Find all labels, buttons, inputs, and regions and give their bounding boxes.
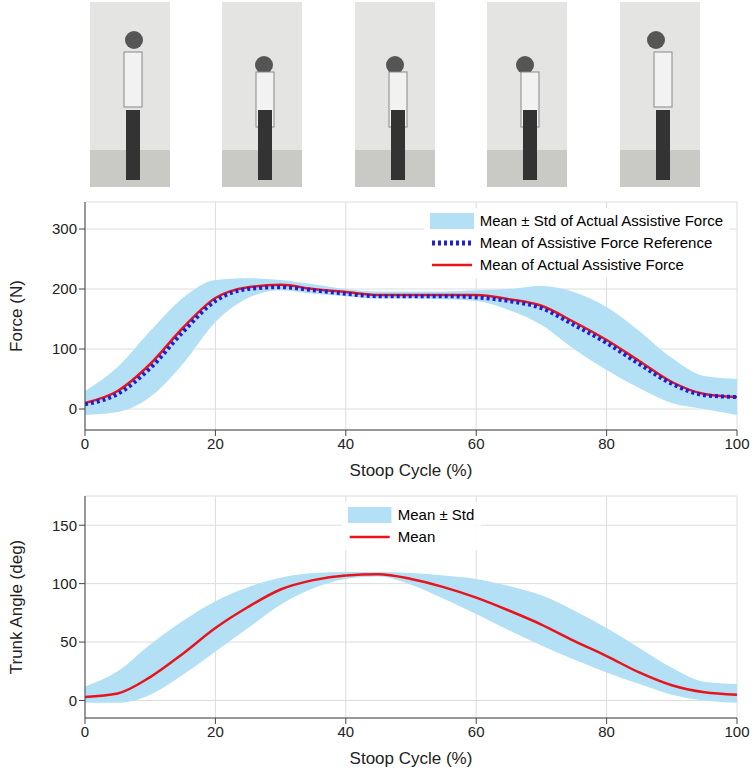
svg-text:40: 40 xyxy=(337,723,354,740)
svg-text:100: 100 xyxy=(724,723,749,740)
svg-text:150: 150 xyxy=(52,517,77,534)
svg-text:300: 300 xyxy=(52,220,77,237)
svg-text:0: 0 xyxy=(69,692,77,709)
svg-text:Force (N): Force (N) xyxy=(7,280,26,352)
svg-text:80: 80 xyxy=(598,723,615,740)
svg-text:0: 0 xyxy=(81,435,89,452)
html-text:Mean of Assistive Force Refere: Mean of Assistive Force Reference xyxy=(479,234,713,251)
svg-text:100: 100 xyxy=(52,575,77,592)
html-text:Mean ± Std: Mean ± Std xyxy=(397,506,475,523)
html-text:Mean: Mean xyxy=(397,528,436,545)
html-text:Mean of Actual Assistive Force: Mean of Actual Assistive Force xyxy=(479,256,684,273)
svg-text:40: 40 xyxy=(337,435,354,452)
svg-text:Stoop Cycle (%): Stoop Cycle (%) xyxy=(350,749,473,768)
svg-text:60: 60 xyxy=(468,723,485,740)
svg-text:Stoop Cycle (%): Stoop Cycle (%) xyxy=(350,461,473,480)
svg-text:50: 50 xyxy=(60,633,77,650)
html-text:Mean ± Std of Actual Assistive: Mean ± Std of Actual Assistive Force xyxy=(479,212,723,229)
svg-text:80: 80 xyxy=(598,435,615,452)
svg-text:0: 0 xyxy=(81,723,89,740)
svg-text:0: 0 xyxy=(69,400,77,417)
svg-text:60: 60 xyxy=(468,435,485,452)
svg-text:20: 20 xyxy=(207,435,224,452)
svg-text:100: 100 xyxy=(724,435,749,452)
svg-text:Trunk Angle (deg): Trunk Angle (deg) xyxy=(7,540,26,675)
svg-text:200: 200 xyxy=(52,280,77,297)
svg-text:20: 20 xyxy=(207,723,224,740)
svg-text:100: 100 xyxy=(52,340,77,357)
